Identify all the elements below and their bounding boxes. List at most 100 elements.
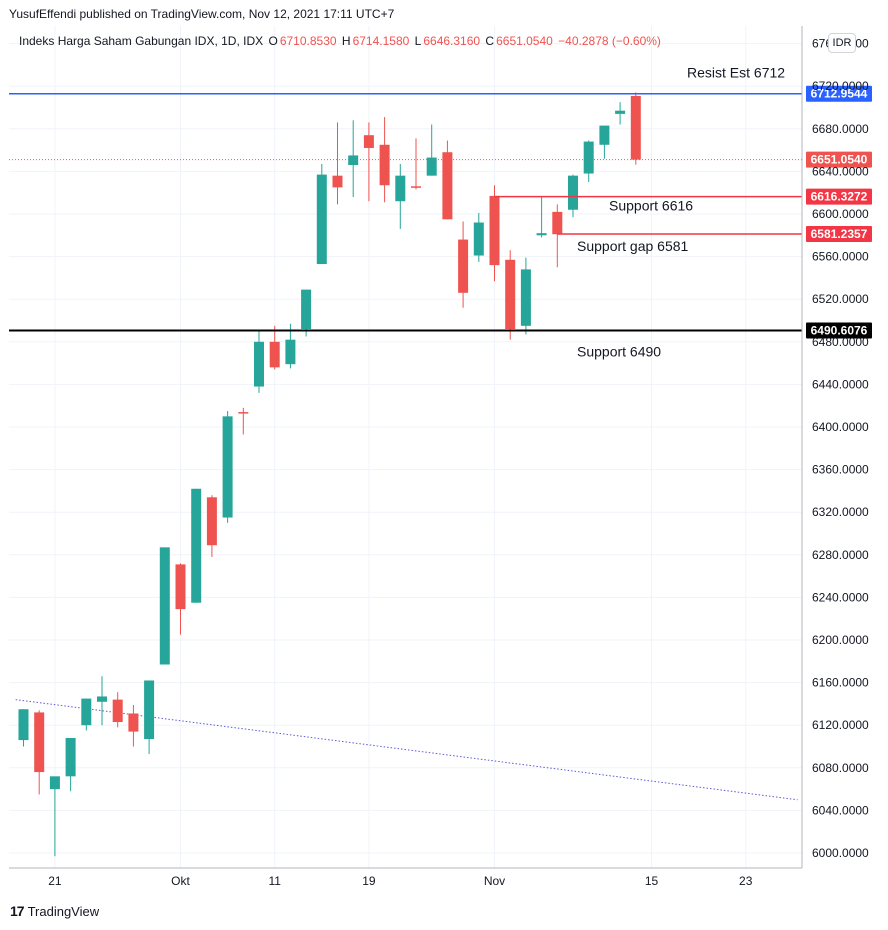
candle-body [254, 341, 264, 387]
x-tick-label: 11 [268, 874, 281, 888]
candle-body [489, 195, 500, 266]
candle-body [18, 709, 29, 741]
candle-body [568, 175, 578, 210]
footer-brand[interactable]: 17 TradingView [10, 903, 99, 919]
candle-body [363, 135, 374, 148]
high-label: H [341, 34, 351, 48]
close-value: 6651.0540 [496, 34, 553, 48]
candle-body [301, 289, 312, 330]
level-price-badge [806, 85, 872, 102]
y-tick-label: 6560.0000 [812, 250, 869, 264]
y-tick-label: 6400.0000 [812, 420, 869, 434]
x-tick-label: 15 [645, 874, 659, 888]
close-label: C [485, 34, 495, 48]
x-tick-label: 21 [48, 874, 62, 888]
y-tick-label: 6640.0000 [812, 164, 869, 178]
candle-body [81, 698, 92, 726]
level-price-text: 6616.3272 [811, 190, 868, 204]
candle-body [128, 713, 139, 732]
brand-name: TradingView [27, 903, 100, 919]
candle-body [316, 174, 327, 265]
level-price-text: 6490.6076 [811, 324, 868, 338]
y-tick-label: 6520.0000 [812, 292, 869, 306]
x-tick-label: Nov [484, 874, 505, 888]
candle-body [97, 696, 107, 702]
low-value: 6646.3160 [423, 34, 481, 48]
level-price-badge [806, 322, 872, 339]
candle-body [206, 497, 217, 546]
candle-body [159, 547, 170, 665]
level-price-badge [806, 188, 872, 205]
candle-body [630, 95, 641, 160]
x-tick-label: 23 [739, 874, 753, 888]
candle-body [112, 699, 123, 723]
level-label: Resist Est 6712 [687, 65, 785, 81]
y-tick-label: 6320.0000 [812, 505, 869, 519]
candle-body [599, 125, 610, 145]
y-tick-label: 6440.0000 [812, 377, 869, 391]
ohlc-legend: Indeks Harga Saham Gabungan IDX, 1D, IDX… [19, 34, 663, 48]
x-tick-label: Okt [171, 874, 190, 888]
level-price-badge [806, 151, 872, 168]
level-label: Support 6490 [577, 344, 661, 360]
candle-body [552, 211, 563, 235]
candle-body [269, 341, 280, 368]
currency-button[interactable]: IDR [828, 33, 856, 53]
x-tick-label: 19 [362, 874, 376, 888]
y-tick-label: 6360.0000 [812, 463, 869, 477]
change-value: −40.2878 (−0.60%) [558, 34, 661, 48]
level-label: Support 6616 [609, 198, 693, 214]
candle-body [191, 488, 202, 603]
y-tick-label: 6480.0000 [812, 335, 869, 349]
axes-layer: 6000.0000 6040.0000 6080.0000 6120.0000 6160… [9, 26, 869, 888]
candle-body [238, 412, 249, 414]
y-tick-label: 6000.0000 [812, 846, 869, 860]
open-value: 6710.8530 [279, 34, 337, 48]
candle-body [34, 712, 45, 773]
level-price-text: 6712.9544 [811, 87, 868, 101]
candle-body [520, 269, 531, 326]
tradingview-logo-icon: 17 [10, 903, 25, 919]
open-label: O [268, 34, 278, 48]
candle-body [379, 144, 390, 186]
candle-body [65, 737, 76, 777]
candle-body [411, 186, 421, 188]
y-tick-label: 6080.0000 [812, 761, 869, 775]
candle-body [332, 175, 343, 188]
y-tick-label: 6240.0000 [812, 590, 869, 604]
levels-layer: 6712.9544 6651.0540 6616.3272 6581.2357 6490… [9, 65, 872, 360]
low-label: L [414, 34, 422, 48]
candle-body [505, 259, 516, 330]
candle-body [442, 152, 453, 220]
grid-lines [9, 26, 802, 868]
candles-layer [18, 92, 641, 857]
candle-body [285, 339, 296, 365]
level-price-text: 6651.0540 [811, 153, 868, 167]
candle-body [536, 233, 547, 236]
candle-body [583, 141, 594, 174]
y-tick-label: 6680.0000 [812, 122, 869, 136]
candle-body [426, 157, 437, 176]
candle-body [175, 564, 186, 610]
candle-body [615, 110, 626, 114]
y-tick-label: 6280.0000 [812, 548, 869, 562]
instrument-label: Indeks Harga Saham Gabungan IDX, 1D, IDX [19, 34, 264, 48]
y-tick-label: 6200.0000 [812, 633, 869, 647]
y-tick-label: 6160.0000 [812, 676, 869, 690]
candle-body [458, 239, 469, 293]
publisher-header: YusufEffendi published on TradingView.co… [9, 7, 395, 21]
candle-body [348, 155, 359, 166]
level-price-text: 6581.2357 [811, 227, 868, 241]
y-tick-label: 6040.0000 [812, 803, 869, 817]
high-value: 6714.1580 [352, 34, 410, 48]
candle-body [395, 175, 406, 202]
candle-body [49, 776, 60, 790]
candle-body [144, 680, 155, 740]
y-tick-label: 6600.0000 [812, 207, 869, 221]
candle-body [473, 222, 484, 256]
y-tick-label: 6720.0000 [812, 79, 869, 93]
level-price-badge [806, 225, 872, 242]
y-tick-label: 6120.0000 [812, 718, 869, 732]
candle-body [222, 416, 233, 518]
